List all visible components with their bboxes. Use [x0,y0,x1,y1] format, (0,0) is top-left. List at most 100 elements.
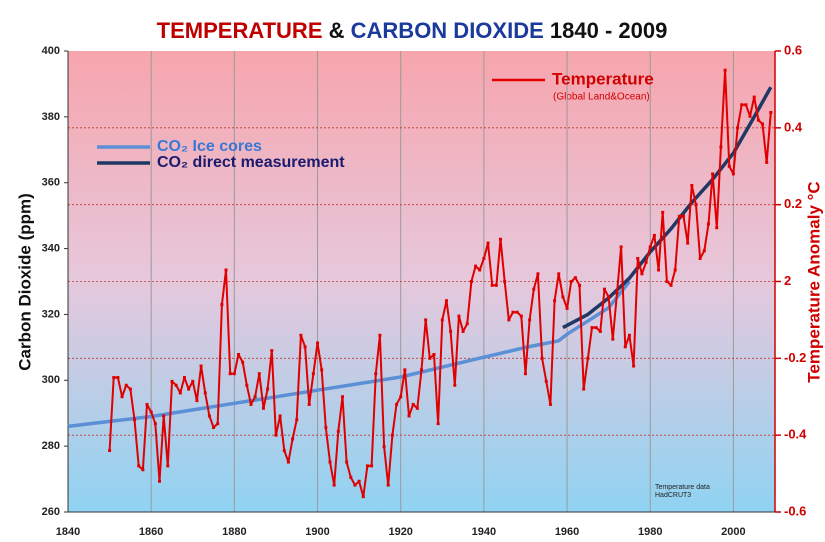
annotation: Temperature data [655,484,710,491]
data-point [415,406,419,410]
data-point [569,280,573,283]
data-point [245,383,249,387]
data-point [432,352,436,356]
data-point [532,287,536,291]
x-tick-label: 1940 [472,526,496,538]
data-point [519,314,523,318]
data-point [706,222,710,226]
data-point [411,402,415,406]
data-point [420,368,423,372]
data-point [153,422,157,426]
data-point [199,364,203,368]
data-point [112,376,116,380]
data-point [449,329,453,333]
data-point [182,376,186,380]
data-point [286,460,290,464]
data-point [586,356,590,360]
data-point [602,287,606,291]
data-point [336,429,340,433]
data-point [307,402,311,406]
data-point [657,268,661,272]
x-tick-label: 1900 [305,526,329,538]
data-point [677,214,681,218]
data-point [686,241,690,245]
data-point [503,280,507,283]
y2-tick-label: -0.6 [784,503,806,518]
data-point [128,387,132,391]
data-point [170,379,174,383]
data-point [582,387,586,391]
data-point [553,299,557,303]
data-point [399,395,403,399]
data-point [727,164,731,168]
data-point [316,341,320,345]
y-tick-label: 360 [42,177,60,189]
data-point [652,233,656,237]
data-point [636,256,640,260]
data-point [536,272,540,276]
data-point [212,425,216,429]
data-point [731,172,735,176]
data-point [528,318,532,322]
data-point [465,322,469,326]
y2-tick-label: 0.6 [784,42,802,57]
data-point [270,349,274,353]
data-point [116,376,120,380]
y2-tick-label: 0.4 [784,119,803,134]
data-point [573,276,577,280]
data-point [382,445,386,449]
data-point [253,395,257,399]
data-point [203,391,207,395]
data-point [486,241,490,245]
y-tick-label: 380 [42,111,60,123]
title-part: CARBON DIOXIDE [351,18,544,43]
data-point [299,333,303,337]
data-point [303,345,307,349]
data-point [320,368,324,372]
data-point [669,283,673,287]
data-point [644,260,648,264]
data-point [440,318,444,322]
data-point [145,402,149,406]
title-part: & [329,18,345,43]
data-point [627,333,631,337]
data-point [457,314,461,318]
data-point [515,310,519,314]
data-point [241,360,245,364]
data-point [149,410,153,414]
data-point [274,433,278,437]
legend-label: CO₂ Ice cores [157,138,262,155]
data-point [157,479,161,483]
data-point [740,103,744,107]
data-point [133,418,137,422]
x-tick-label: 1880 [222,526,246,538]
data-point [370,464,374,468]
data-point [752,95,756,99]
data-point [640,272,644,276]
annotation: (Global Land&Ocean) [553,92,650,103]
data-point [715,226,719,230]
y-tick-label: 320 [42,308,60,320]
y2-tick-label: -0.4 [784,427,807,442]
data-point [328,460,332,464]
data-point [353,483,357,487]
data-point [756,118,760,122]
legend-label: CO₂ direct measurement [157,154,345,171]
data-point [224,268,228,272]
data-point [108,449,112,453]
annotation: HadCRUT3 [655,492,691,499]
data-point [623,345,627,349]
data-point [390,433,394,437]
data-point [673,268,677,272]
data-point [436,422,440,426]
data-point [632,364,636,368]
data-point [761,122,765,126]
data-point [424,318,428,322]
data-point [765,160,769,164]
data-point [361,495,365,499]
data-point [403,368,407,372]
data-point [619,245,623,249]
data-point [744,103,748,107]
data-point [540,356,544,360]
x-tick-label: 1980 [638,526,662,538]
